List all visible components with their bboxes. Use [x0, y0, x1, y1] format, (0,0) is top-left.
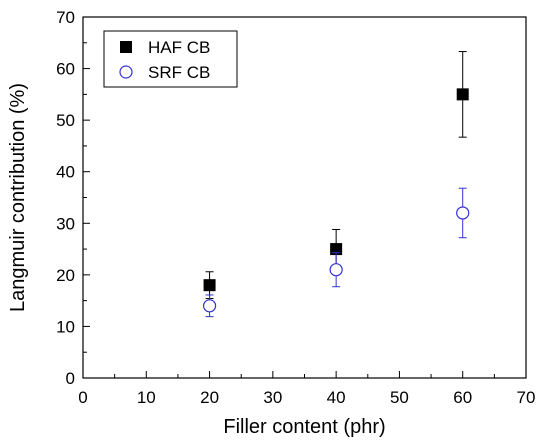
x-tick-label: 0 [78, 388, 87, 407]
legend-label: SRF CB [148, 63, 210, 82]
data-point [329, 263, 343, 277]
legend-marker [120, 41, 132, 53]
series-srf-cb [202, 187, 470, 318]
y-tick-label: 20 [56, 266, 75, 285]
data-point [202, 299, 217, 313]
x-tick-label: 20 [200, 388, 219, 407]
x-axis-ticks: 0 10 20 30 40 50 60 70 [78, 371, 535, 407]
y-tick-label: 40 [56, 163, 75, 182]
x-axis-title: Filler content (phr) [223, 416, 385, 438]
x-tick-label: 50 [390, 388, 409, 407]
x-tick-label: 30 [263, 388, 282, 407]
data-point [330, 243, 343, 256]
x-tick-label: 40 [327, 388, 346, 407]
plot-frame [82, 16, 527, 379]
series-layer [202, 51, 470, 318]
y-tick-label: 60 [56, 60, 75, 79]
x-tick-label: 60 [453, 388, 472, 407]
y-axis-ticks: 0 10 20 30 40 50 60 70 [56, 8, 90, 388]
y-axis-title: Langmuir contribution (%) [7, 83, 29, 312]
series-haf-cb [203, 51, 469, 300]
legend: HAF CB SRF CB [103, 30, 238, 88]
y-tick-label: 50 [56, 111, 75, 130]
data-point [456, 206, 470, 220]
y-tick-label: 70 [56, 8, 75, 27]
legend-label: HAF CB [148, 38, 210, 57]
y-tick-label: 0 [66, 369, 75, 388]
y-tick-label: 10 [56, 317, 75, 336]
data-point [203, 279, 216, 292]
legend-marker [119, 65, 133, 79]
x-tick-label: 10 [137, 388, 156, 407]
data-point [456, 88, 469, 101]
x-tick-label: 70 [517, 388, 536, 407]
y-tick-label: 30 [56, 214, 75, 233]
